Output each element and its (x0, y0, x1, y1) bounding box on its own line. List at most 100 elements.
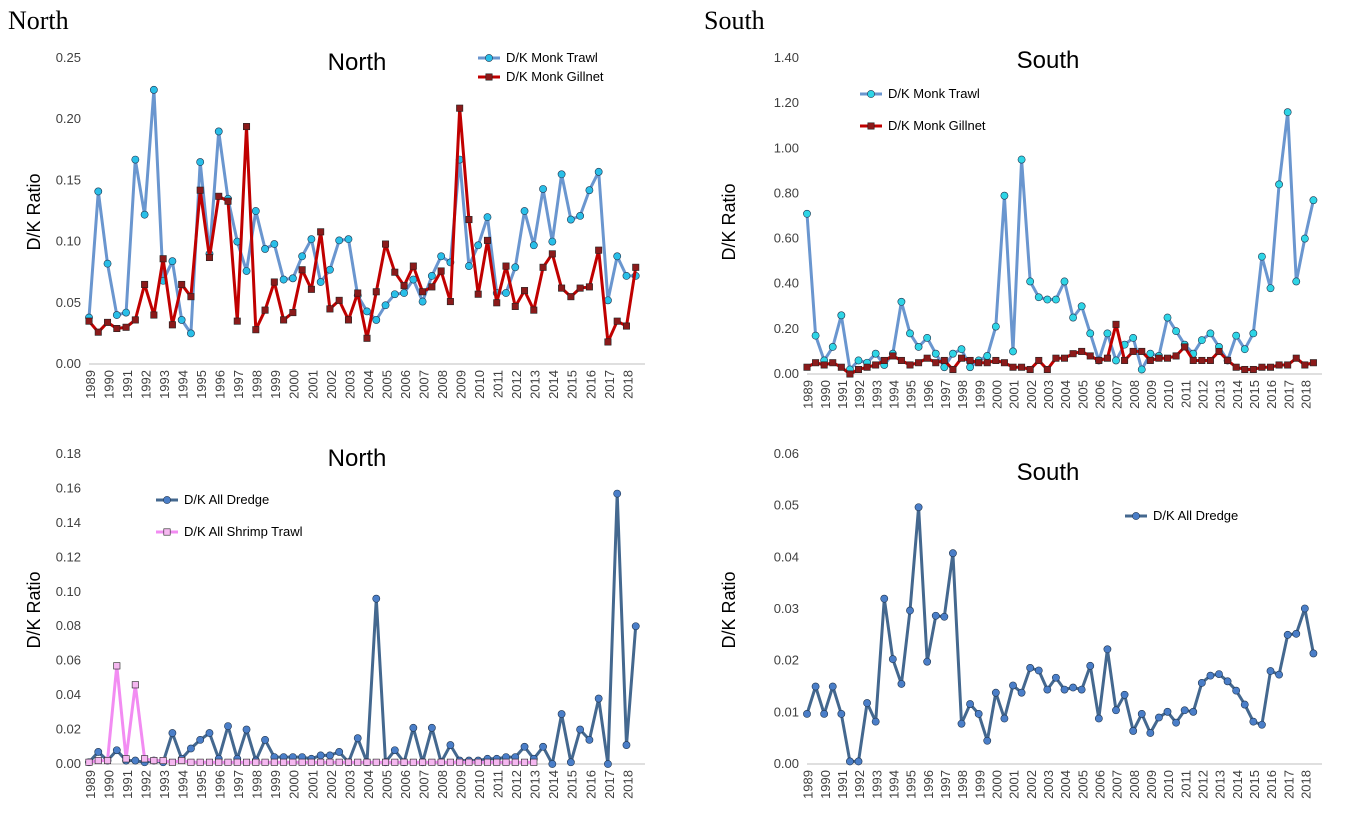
data-point (1077, 302, 1086, 311)
data-point (224, 758, 232, 766)
x-tick-label: 2018 (620, 370, 635, 399)
data-point (1000, 191, 1009, 200)
x-tick-label: 2012 (1196, 770, 1211, 799)
x-tick-label: 1989 (83, 370, 98, 399)
data-point (923, 333, 932, 342)
data-point (344, 758, 352, 766)
data-point (205, 729, 214, 737)
data-point (949, 365, 957, 373)
data-point (493, 299, 501, 307)
y-tick-label: 1.40 (774, 50, 799, 65)
data-point (270, 240, 279, 248)
y-tick-label: 0.10 (56, 234, 81, 249)
x-tick-label: 1990 (818, 380, 833, 409)
data-point (409, 758, 417, 766)
data-point (1112, 706, 1120, 715)
data-point (382, 758, 390, 766)
data-point (1129, 333, 1138, 342)
data-point (1292, 277, 1301, 286)
data-point (1284, 361, 1292, 369)
data-point (382, 240, 390, 248)
x-tick-label: 2006 (398, 770, 413, 799)
data-point (85, 317, 93, 325)
x-tick-label: 2008 (435, 770, 450, 799)
data-point (992, 356, 1000, 364)
data-point (141, 280, 149, 288)
series-line (87, 492, 638, 766)
x-tick-label: 2001 (305, 370, 320, 399)
x-tick-label: 2017 (602, 770, 617, 799)
data-point (140, 210, 149, 219)
x-tick-label: 2005 (379, 370, 394, 399)
data-point (914, 503, 923, 512)
data-point (1000, 359, 1008, 367)
data-point (521, 287, 529, 295)
data-point (529, 241, 538, 250)
data-point (594, 694, 603, 703)
data-point (1086, 661, 1095, 670)
x-tick-label: 2009 (454, 370, 469, 399)
data-point (1292, 354, 1300, 362)
data-point (585, 186, 594, 195)
data-point (539, 263, 547, 271)
data-point (566, 215, 575, 224)
data-point (474, 758, 482, 766)
x-tick-label: 1991 (835, 380, 850, 409)
x-tick-label: 1992 (852, 770, 867, 799)
data-point (566, 758, 575, 767)
data-point (1026, 365, 1034, 373)
south-bottom-chart: 0.00 0.01 0.02 0.03 0.04 0.05 0.06 1989 1990 1991… (719, 446, 1322, 799)
data-point (1034, 666, 1043, 675)
data-point (1266, 667, 1275, 675)
data-point (187, 293, 195, 301)
x-tick-label: 2003 (1041, 380, 1056, 409)
data-point (966, 363, 974, 372)
x-tick-label: 1997 (231, 770, 246, 799)
x-tick-label: 2008 (435, 370, 450, 399)
x-tick-label: 2016 (1264, 380, 1279, 409)
x-tick-label: 1996 (213, 770, 228, 799)
x-tick-label: 2015 (565, 770, 580, 799)
data-point (465, 758, 473, 766)
data-point (159, 255, 167, 263)
y-tick-label: 0.00 (56, 356, 81, 371)
x-tick-label: 2016 (583, 370, 598, 399)
x-tick-label: 1999 (268, 770, 283, 799)
x-tick-label: 2008 (1127, 380, 1142, 409)
data-point (557, 170, 566, 179)
legend-label: D/K All Shrimp Trawl (184, 524, 303, 539)
x-tick-label: 1989 (801, 770, 816, 799)
data-point (1129, 347, 1137, 355)
x-tick-label: 1999 (972, 770, 987, 799)
y-tick-label: 1.00 (774, 140, 799, 155)
x-tick-label: 2000 (990, 770, 1005, 799)
data-point (1052, 295, 1060, 304)
x-tick-label: 1993 (869, 380, 884, 409)
x-tick-label: 2006 (1093, 770, 1108, 799)
data-point (446, 758, 454, 766)
data-point (122, 323, 130, 331)
data-point (846, 757, 854, 766)
data-point (168, 321, 176, 329)
x-tick-label: 2002 (1024, 380, 1039, 409)
x-tick-label: 2018 (1299, 380, 1314, 409)
y-axis-label: D/K Ratio (719, 571, 739, 648)
data-point (1009, 363, 1017, 371)
legend-label: D/K All Dredge (184, 492, 269, 507)
data-point (1189, 356, 1197, 364)
data-point (1163, 707, 1172, 716)
x-tick-label: 1992 (852, 380, 867, 409)
data-point (85, 758, 93, 766)
north-region-label: North (8, 6, 69, 35)
data-point (1026, 277, 1035, 286)
x-tick-label: 2012 (1196, 380, 1211, 409)
data-point (168, 758, 176, 766)
data-point (846, 370, 854, 378)
data-point (427, 723, 436, 732)
data-point (335, 296, 343, 304)
x-tick-label: 1996 (921, 380, 936, 409)
data-point (811, 331, 820, 340)
data-point (1223, 677, 1232, 686)
data-point (576, 284, 584, 292)
data-point (307, 758, 315, 766)
